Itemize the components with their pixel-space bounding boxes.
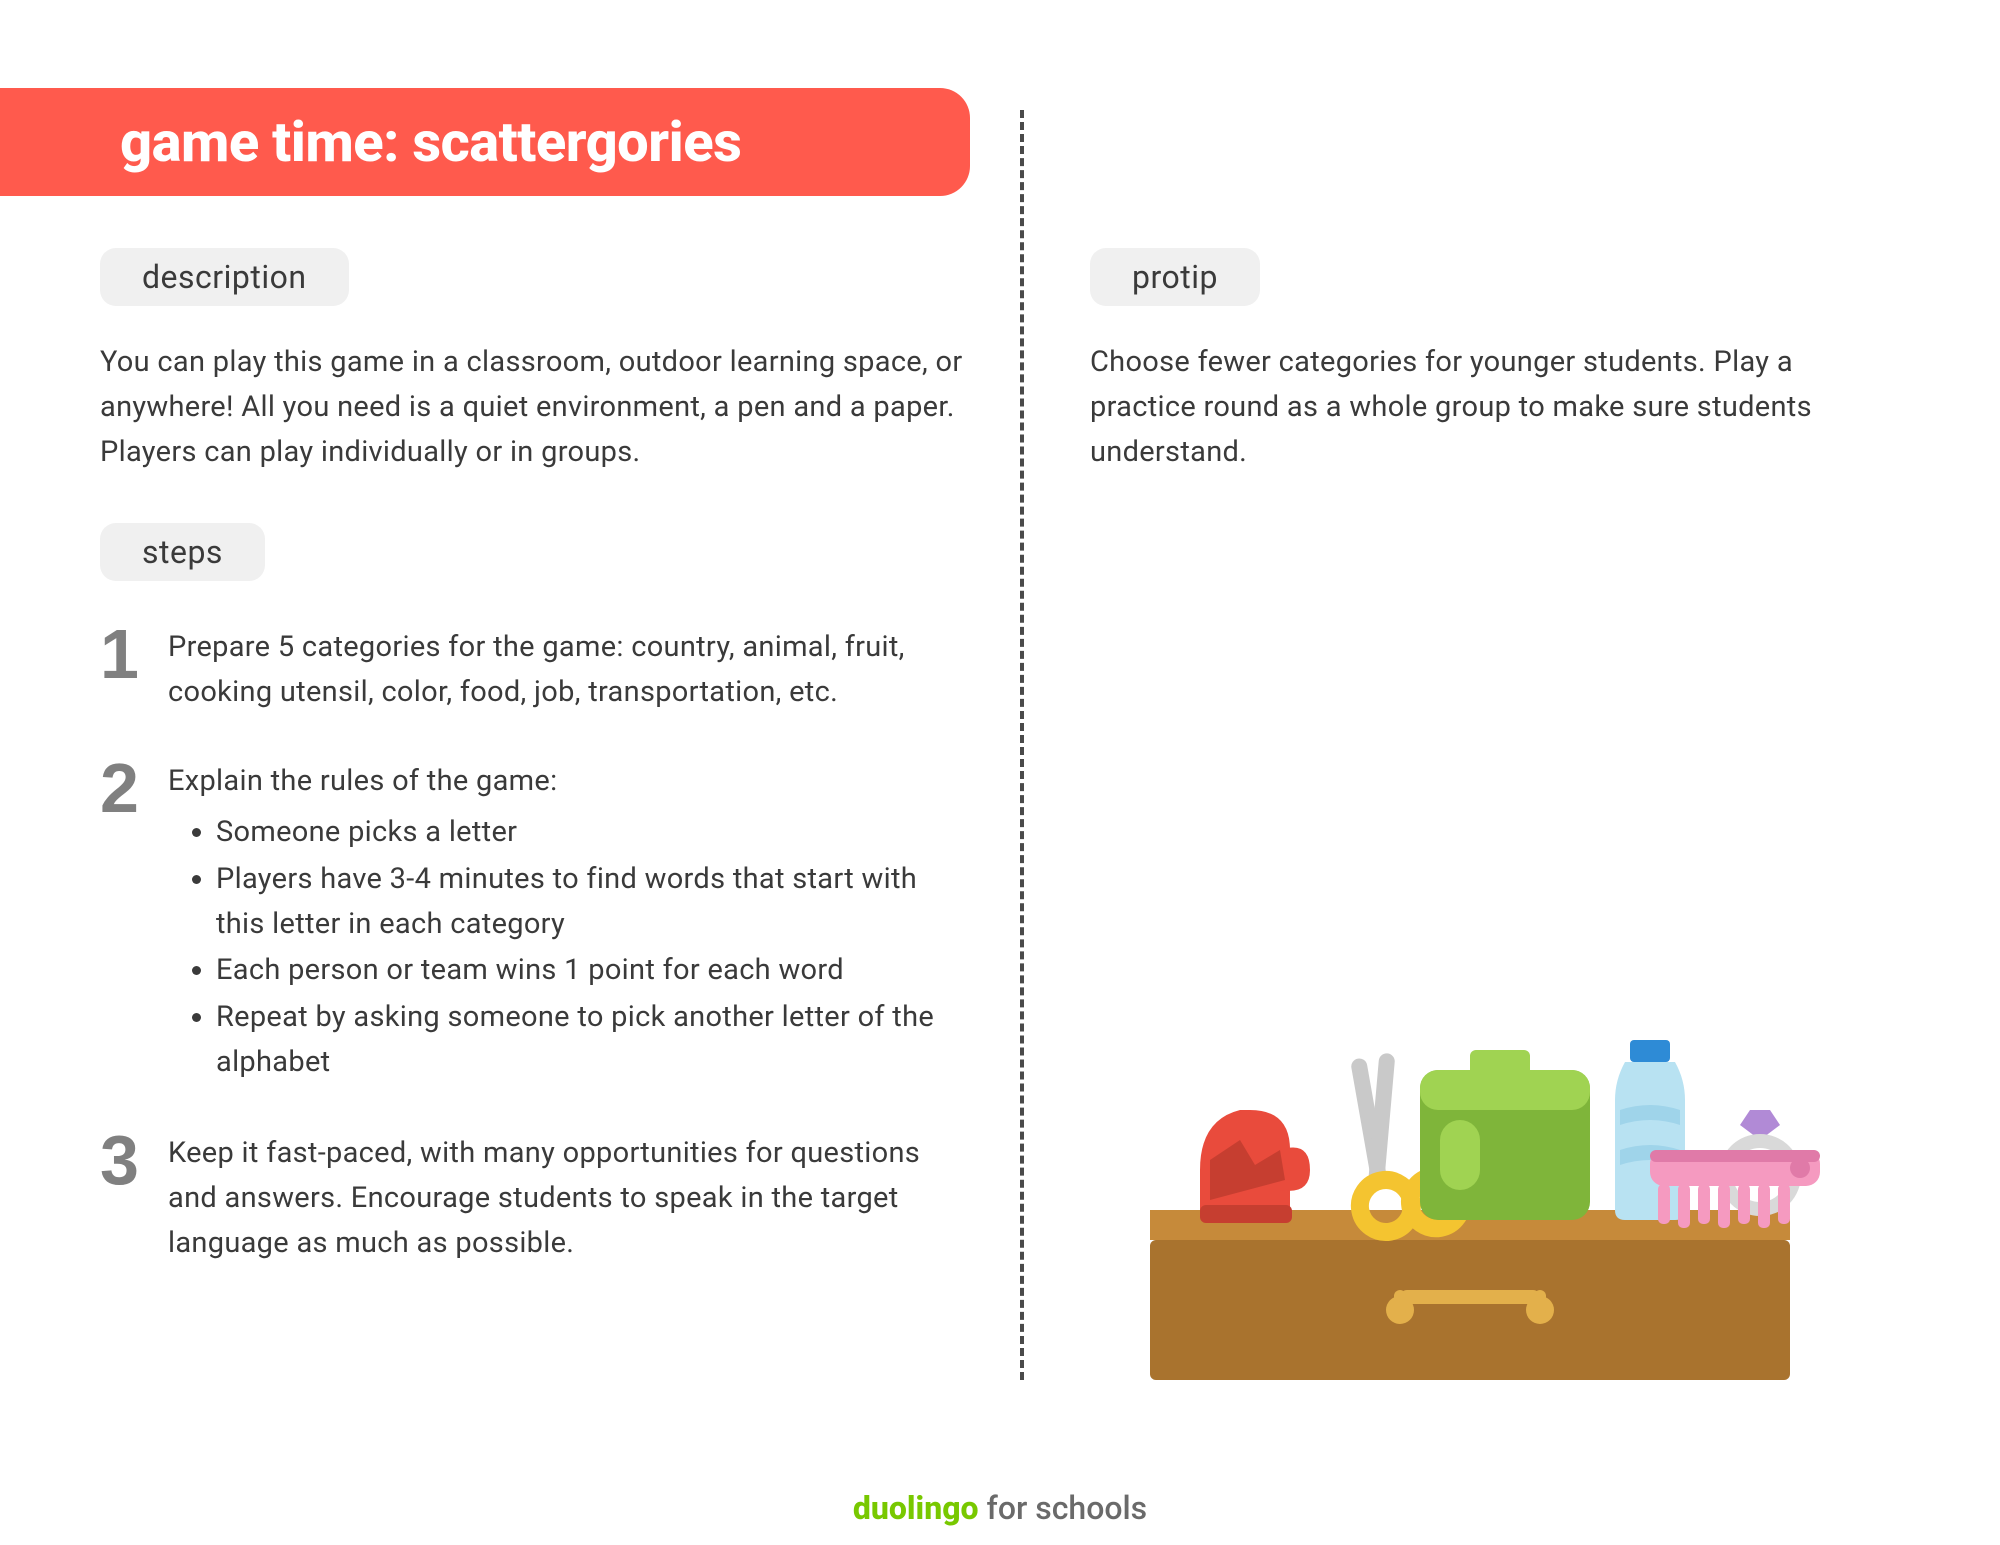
bullet: Each person or team wins 1 point for eac… <box>216 948 970 993</box>
footer-sub: for schools <box>979 1489 1148 1527</box>
step-text: Explain the rules of the game: Someone p… <box>168 757 970 1088</box>
step-1: 1 Prepare 5 categories for the game: cou… <box>100 623 970 715</box>
bullet: Players have 3-4 minutes to find words t… <box>216 857 970 947</box>
step-number: 3 <box>100 1129 148 1266</box>
footer: duolingo for schools <box>0 1489 2000 1527</box>
bullet: Repeat by asking someone to pick another… <box>216 995 970 1085</box>
left-column: description You can play this game in a … <box>100 248 970 1266</box>
step-text: Keep it fast-paced, with many opportunit… <box>168 1129 970 1266</box>
description-text: You can play this game in a classroom, o… <box>100 340 970 475</box>
step-number: 2 <box>100 757 148 1088</box>
protip-label: protip <box>1090 248 1260 306</box>
vertical-divider <box>1020 110 1024 1380</box>
step-number: 1 <box>100 623 148 715</box>
title-banner: game time: scattergories <box>0 88 970 196</box>
description-label: description <box>100 248 349 306</box>
step-intro: Explain the rules of the game: <box>168 764 557 798</box>
step-bullets: Someone picks a letter Players have 3-4 … <box>168 810 970 1086</box>
step-text: Prepare 5 categories for the game: count… <box>168 623 970 715</box>
right-column: protip Choose fewer categories for young… <box>1090 248 1830 475</box>
protip-text: Choose fewer categories for younger stud… <box>1090 340 1830 475</box>
steps-section: steps 1 Prepare 5 categories for the gam… <box>100 523 970 1266</box>
page-title: game time: scattergories <box>120 109 741 175</box>
footer-brand: duolingo <box>853 1489 979 1527</box>
steps-label: steps <box>100 523 265 581</box>
drawer-illustration-icon <box>1090 990 1850 1390</box>
bullet: Someone picks a letter <box>216 810 970 855</box>
step-2: 2 Explain the rules of the game: Someone… <box>100 757 970 1088</box>
step-3: 3 Keep it fast-paced, with many opportun… <box>100 1129 970 1266</box>
